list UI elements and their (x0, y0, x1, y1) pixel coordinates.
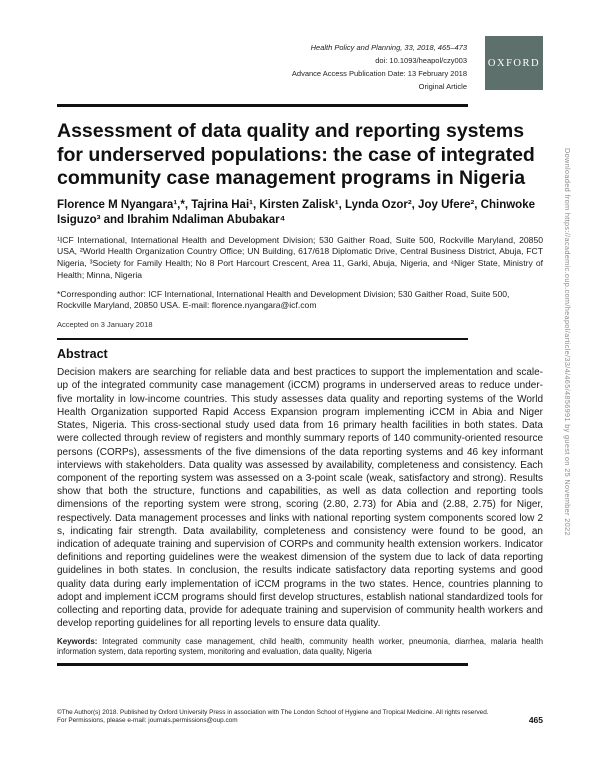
journal-header: Health Policy and Planning, 33, 2018, 46… (57, 36, 543, 93)
advance-access-line: Advance Access Publication Date: 13 Febr… (291, 69, 467, 78)
keywords-text: Integrated community case management, ch… (57, 637, 543, 657)
journal-meta: Health Policy and Planning, 33, 2018, 46… (57, 36, 467, 93)
doi-line: doi: 10.1093/heapol/czy003 (375, 56, 467, 65)
keywords-block: Keywords: Integrated community case mana… (57, 637, 543, 657)
article-title: Assessment of data quality and reporting… (57, 120, 535, 189)
abstract-text: Decision makers are searching for reliab… (57, 367, 543, 630)
journal-citation: Health Policy and Planning, 33, 2018, 46… (310, 43, 467, 52)
keywords-bottom-divider (57, 663, 468, 667)
footer-text: ©The Author(s) 2018. Published by Oxford… (57, 709, 519, 725)
article-type-label: Original Article (418, 82, 467, 91)
download-watermark: Downloaded from https://academic.oup.com… (563, 148, 572, 536)
page-footer: ©The Author(s) 2018. Published by Oxford… (57, 709, 543, 725)
copyright-line: ©The Author(s) 2018. Published by Oxford… (57, 709, 489, 716)
page-number: 465 (528, 715, 543, 726)
corresponding-author: *Corresponding author: ICF International… (57, 288, 510, 311)
keywords-label: Keywords: (57, 637, 98, 647)
page-column: Health Policy and Planning, 33, 2018, 46… (57, 36, 543, 667)
permissions-line: For Permissions, please e-mail: journals… (57, 717, 238, 725)
abstract-top-divider (57, 338, 468, 341)
header-divider (57, 104, 468, 107)
affiliations: ¹ICF International, International Health… (57, 234, 543, 280)
abstract-heading: Abstract (57, 347, 108, 362)
accepted-date: Accepted on 3 January 2018 (57, 320, 153, 330)
oxford-logo: OXFORD (485, 36, 543, 90)
oxford-logo-text: OXFORD (487, 57, 541, 69)
author-list: Florence M Nyangara¹,*, Tajrina Hai¹, Ki… (57, 198, 535, 227)
